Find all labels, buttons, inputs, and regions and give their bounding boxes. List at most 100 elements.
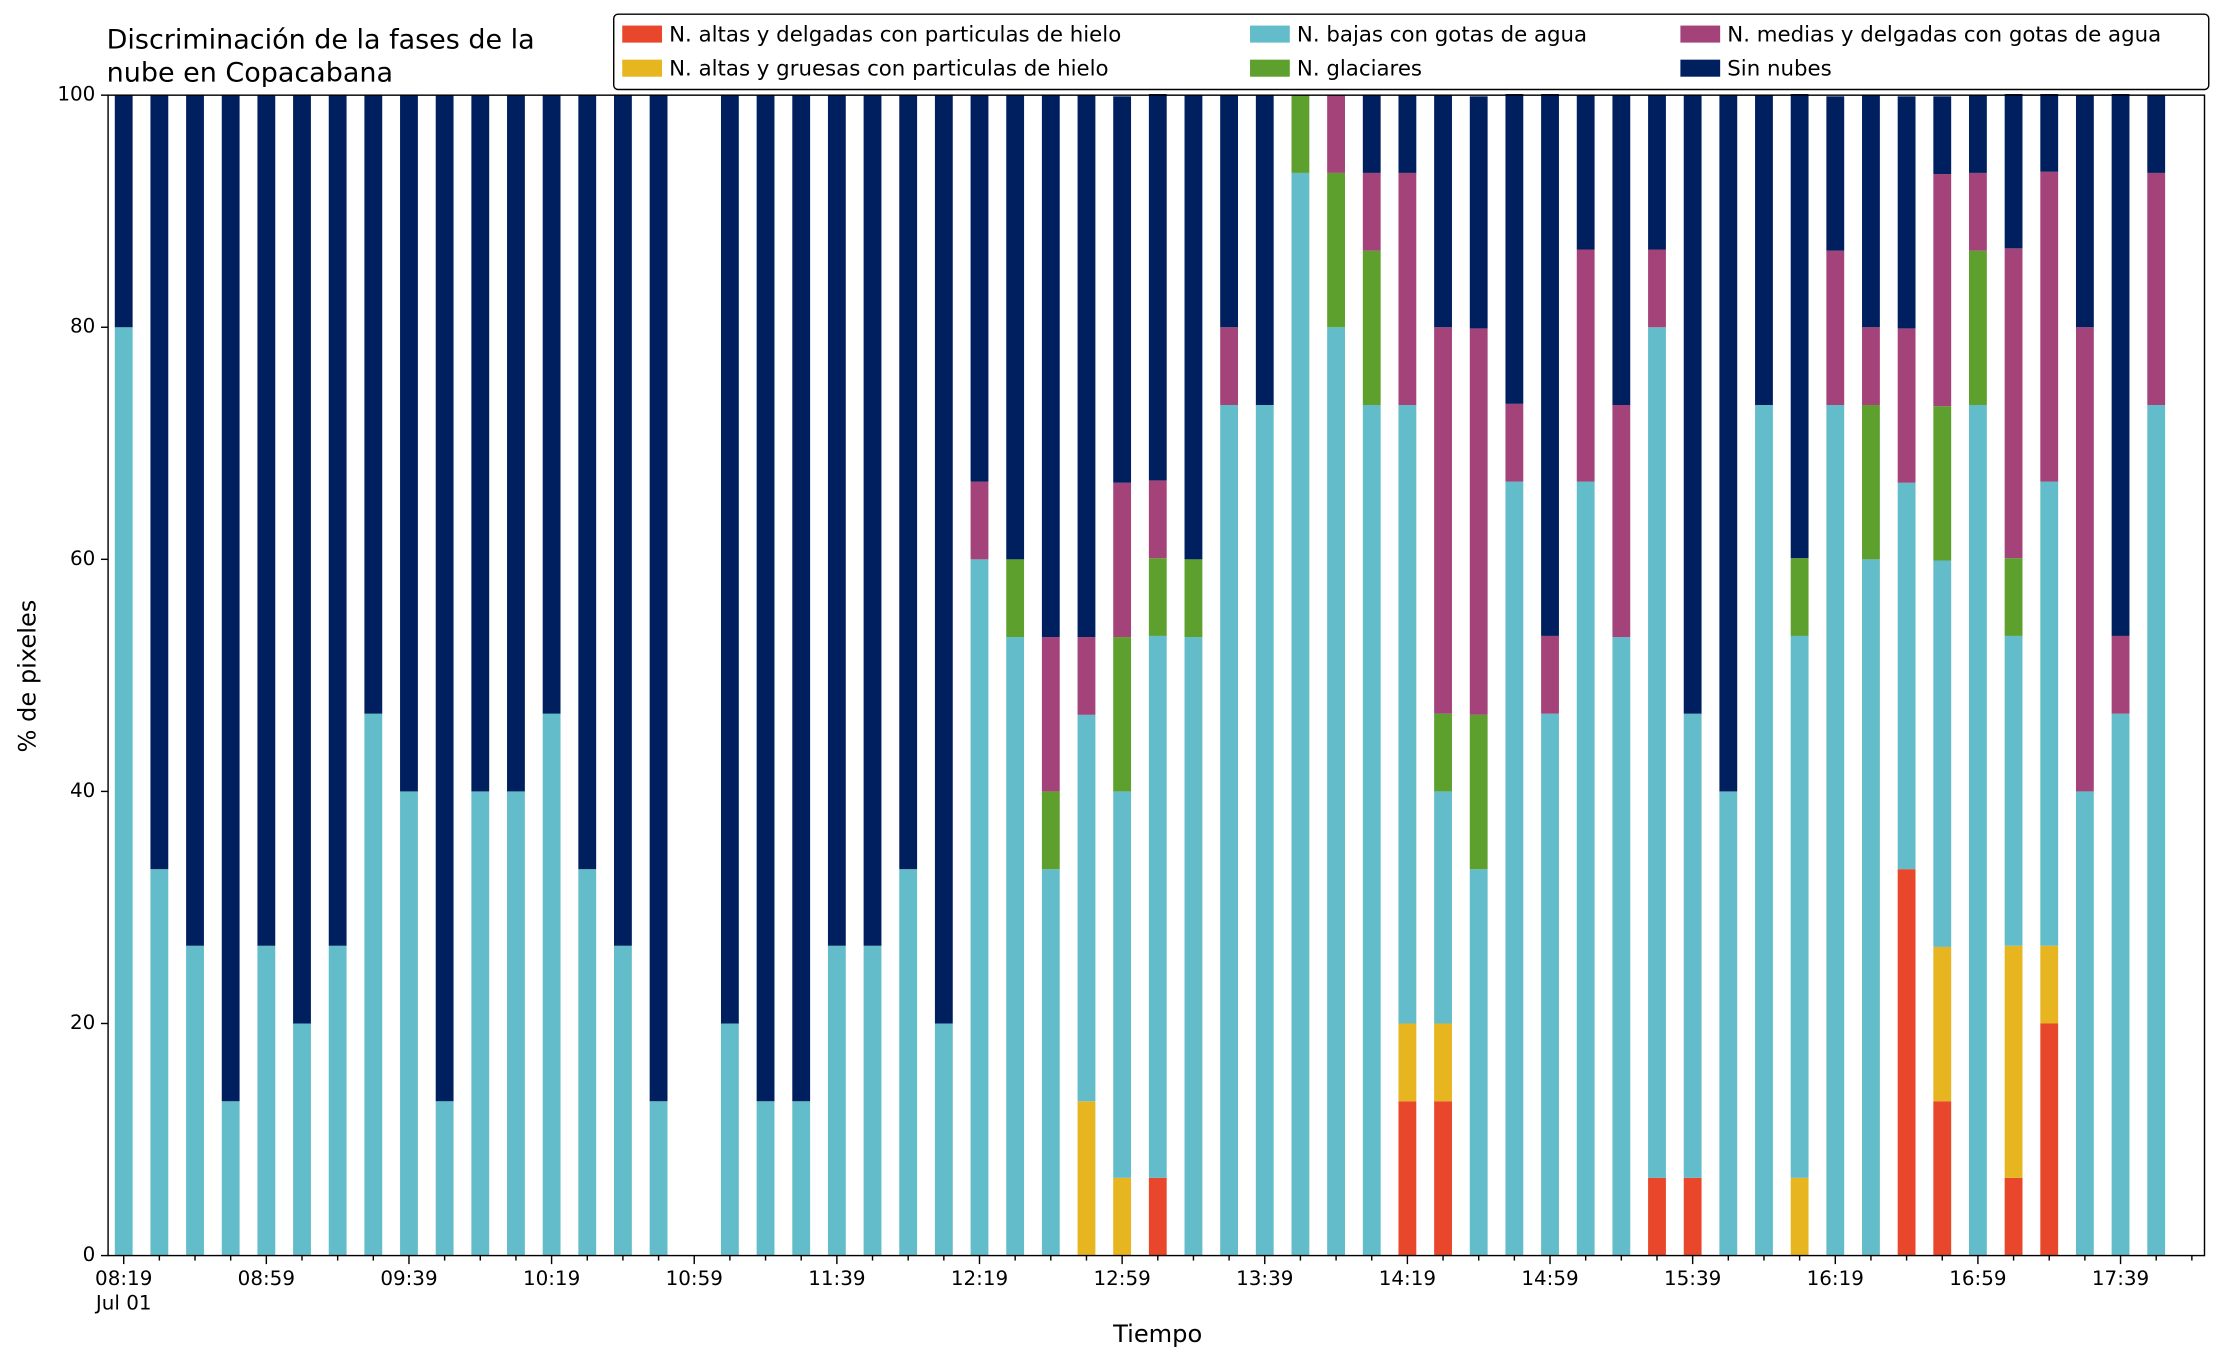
bar-segment [1006,95,1025,560]
bar-segment [649,1101,668,1256]
bar-segment [1398,1101,1417,1256]
bar-segment [614,945,632,1256]
x-tick-label: 13:39 [1236,1267,1293,1290]
bar-segment [364,713,383,1256]
legend-label: N. medias y delgadas con gotas de agua [1727,23,2161,48]
bar-segment [1469,328,1488,715]
bar-segment [1006,637,1025,1256]
chart-title: Discriminación de la fases de la [107,25,535,56]
bar-segment [1398,404,1417,1024]
bar-segment [1612,404,1631,638]
bar-segment [1755,95,1773,405]
y-tick-label: 60 [70,547,95,570]
bar-segment [2040,945,2059,1024]
bar-segment [1683,713,1702,1178]
bar-segment [2075,327,2094,792]
bar-segment [328,945,347,1256]
bar-segment [435,95,454,1102]
x-tick-label: 08:59 [238,1267,295,1290]
bar-segment [400,791,418,1256]
bar-segment [1897,96,1916,329]
bar-segment [1469,869,1488,1256]
bar-segment [1933,946,1952,1102]
bar-segment [863,945,882,1256]
plot-frame [107,94,2206,1257]
bar-segment [2147,404,2166,1256]
bar-segment [1041,637,1060,792]
bar-segment [186,95,204,946]
bar-segment [1933,174,1952,407]
bar-segment [435,1101,454,1256]
bar-segment [1826,404,1845,1256]
legend: N. altas y delgadas con particulas de hi… [613,13,2210,91]
legend-swatch [1680,25,1721,43]
bar-segment [1612,637,1631,1256]
bar-segment [1434,713,1452,792]
bar-segment [827,945,846,1256]
y-tick-label: 20 [70,1011,95,1034]
bar-segment [1077,714,1096,1102]
bar-segment [150,869,169,1256]
bar-segment [720,1023,739,1256]
bar-segment [1862,559,1880,1256]
bar-segment [2040,94,2059,172]
bar-segment [114,95,133,328]
bar-segment [1041,791,1060,870]
bar-segment [2004,945,2023,1178]
x-tick-label: 10:59 [666,1267,723,1290]
bar-segment [1148,480,1167,559]
bar-segment [1184,559,1203,638]
bar-segment [1969,404,1987,1256]
bar-segment [578,95,597,870]
bar-segment [293,1023,311,1256]
bar-segment [471,791,490,1256]
legend-label: N. glaciares [1297,57,1422,82]
bar-segment [1220,327,1239,405]
x-tick-label: 17:39 [2092,1267,2149,1290]
bar-segment [1469,714,1488,870]
y-tick-label: 100 [57,83,95,106]
bar-segment [792,1101,811,1256]
bar-segment [1541,713,1559,1256]
bar-segment [471,95,490,792]
bar-segment [221,95,240,1102]
bar-segment [1719,95,1738,792]
bar-segment [1041,95,1060,638]
bar-segment [578,869,597,1256]
bar-segment [2004,635,2023,946]
bar-segment [1398,1023,1417,1102]
bar-segment [2075,791,2094,1256]
x-tick-label: 09:39 [380,1267,437,1290]
bar-segment [1612,95,1631,405]
bar-segment [649,95,668,1102]
x-tick-label: 16:59 [1949,1267,2006,1290]
x-tick-label: 12:19 [951,1267,1008,1290]
bar-segment [1255,404,1274,1256]
legend-frame [613,13,2210,91]
legend-label: N. altas y gruesas con particulas de hie… [669,57,1108,82]
bar-segment [1576,249,1595,482]
bar-segment [970,95,989,482]
bar-segment [899,869,918,1256]
bar-segment [1327,172,1345,328]
bar-segment [970,481,989,560]
y-axis-label: % de pixeles [14,600,42,753]
legend-label: Sin nubes [1727,57,1831,82]
bar-segment [1148,635,1167,1178]
bar-segment [1755,404,1773,1256]
bar-segment [1719,791,1738,1256]
bar-segment [1398,172,1417,405]
bar-segment [1790,635,1809,1178]
bar-segment [1327,327,1345,1256]
bar-segment [150,95,169,870]
bar-segment [1897,869,1916,1256]
x-tick-label: 10:19 [523,1267,580,1290]
bar-segment [2004,248,2023,559]
bar-segment [1077,637,1096,715]
bar-segment [1113,637,1132,792]
bar-segment [899,95,918,870]
bar-segment [1826,250,1845,405]
bar-segment [186,945,204,1256]
bar-segment [1969,95,1987,173]
